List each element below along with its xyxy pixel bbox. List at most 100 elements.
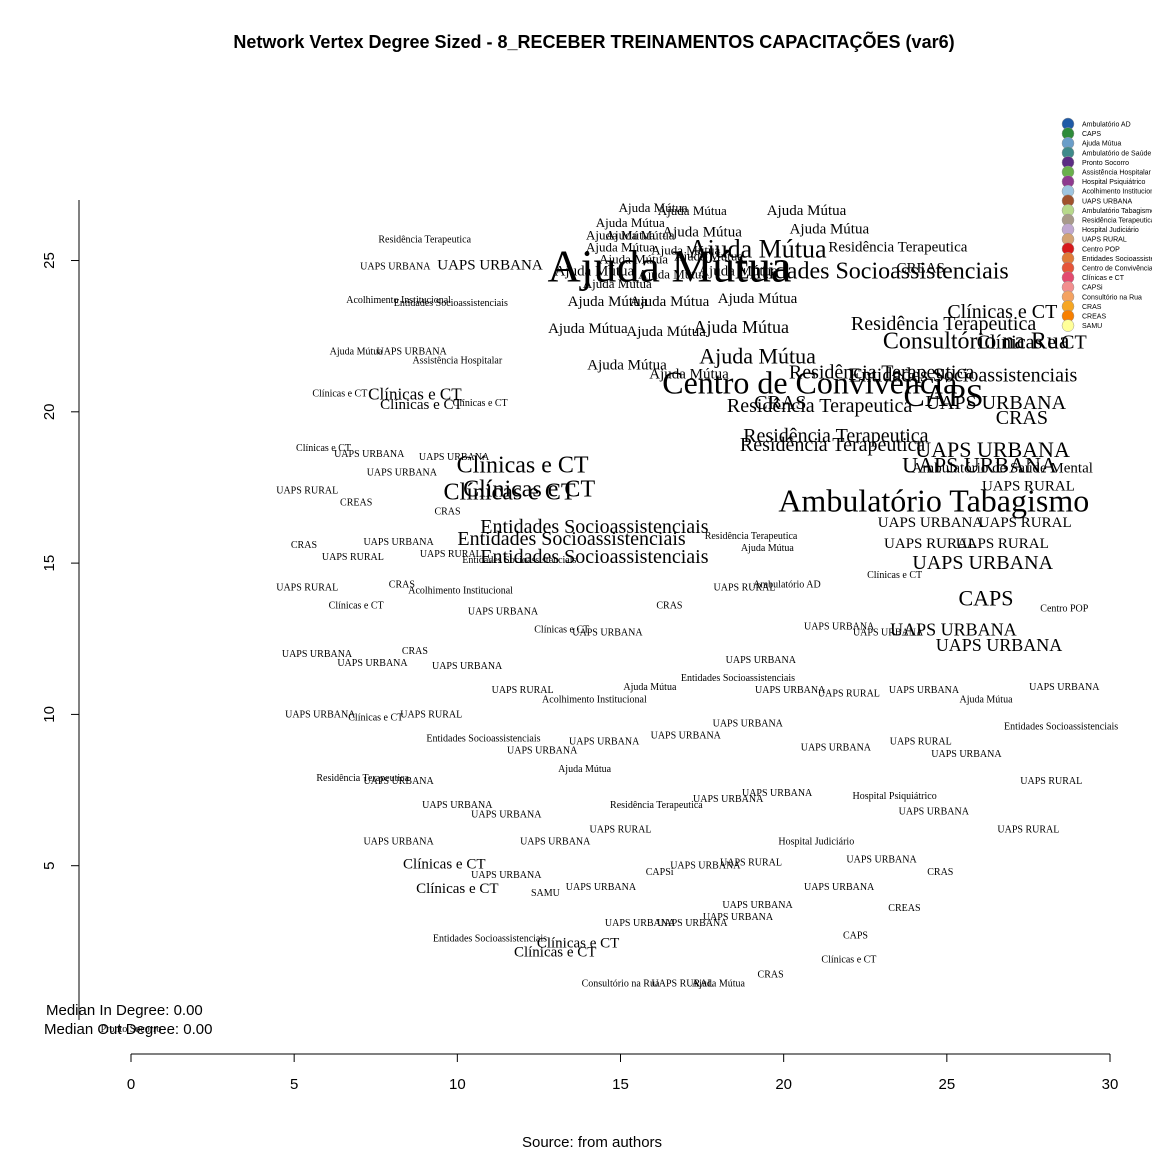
chart-title: Network Vertex Degree Sized - 8_RECEBER … <box>233 31 954 52</box>
vertex-label: Hospital Psiquiátrico <box>853 791 937 802</box>
y-tick-label: 5 <box>41 862 58 870</box>
y-tick-label: 15 <box>41 555 58 572</box>
vertex-label: Residência Terapeutica <box>789 362 974 384</box>
vertex-label: CRAS <box>402 646 428 657</box>
vertex-label: Clínicas e CT <box>348 712 403 723</box>
x-tick-label: 0 <box>127 1076 135 1093</box>
legend-swatch <box>1061 319 1075 332</box>
vertex-label: Ajuda Mútua <box>790 221 870 237</box>
vertex-label: UAPS URBANA <box>367 467 438 478</box>
y-tick-label: 20 <box>41 403 58 420</box>
vertex-label: Ajuda Mútua <box>599 252 668 267</box>
vertex-label: UAPS RURAL <box>322 552 384 563</box>
vertex-label: Entidades Socioassistenciais <box>480 516 709 538</box>
vertex-label: CRAS <box>434 507 460 518</box>
vertex-label: CREAS <box>340 498 372 509</box>
legend-label: Hospital Judiciário <box>1082 227 1139 234</box>
vertex-label: Entidades Socioassistenciais <box>480 546 709 568</box>
vertex-label: UAPS URBANA <box>507 746 578 757</box>
legend-label: CREAS <box>1082 314 1106 321</box>
vertex-label: UAPS RURAL <box>1020 776 1082 787</box>
vertex-label: Ajuda Mútua <box>623 682 677 693</box>
vertex-label: Ambulatório de Saúde Mental <box>912 460 1093 476</box>
vertex-label: UAPS URBANA <box>931 749 1002 760</box>
vertex-label: Ajuda Mútua <box>638 267 707 282</box>
legend-label: Pronto Socorro <box>1082 160 1129 167</box>
vertex-label: UAPS URBANA <box>432 661 503 672</box>
vertex-label: Acolhimento Institucional <box>542 694 647 705</box>
median-in-degree: Median In Degree: 0.00 <box>46 1002 203 1019</box>
vertex-label: Clínicas e CT <box>416 881 499 897</box>
vertex-label: UAPS RURAL <box>492 685 554 696</box>
vertex-label: Hospital Judiciário <box>778 837 854 848</box>
legend-label: Ambulatório Tabagismo <box>1082 208 1152 215</box>
vertex-label: Residência Terapeutica <box>828 239 967 255</box>
vertex-label: UAPS URBANA <box>853 628 924 639</box>
legend-label: Consultório na Rua <box>1082 294 1142 301</box>
vertex-label: UAPS RURAL <box>276 582 338 593</box>
vertex-label: Ambulatório Tabagismo <box>778 483 1089 519</box>
legend-label: Ambulatório AD <box>1082 122 1131 129</box>
vertex-label: CAPS <box>843 930 868 941</box>
vertex-label: CRAS <box>927 867 953 878</box>
median-out-degree: Median Out Degree: 0.00 <box>44 1021 212 1038</box>
vertex-label: Ajuda Mútua <box>649 367 729 383</box>
vertex-label: Ajuda Mútua <box>694 317 789 337</box>
legend-label: Ambulatório de Saúde Mental <box>1082 150 1152 157</box>
legend-label: Clínicas e CT <box>1082 275 1125 282</box>
vertex-label: UAPS URBANA <box>713 719 784 730</box>
legend-label: Centro POP <box>1082 246 1120 253</box>
legend-label: Entidades Socioassistenciais <box>1082 256 1152 263</box>
vertex-label: Ajuda Mútua <box>558 764 612 775</box>
vertex-label: Entidades Socioassistenciais <box>457 528 686 550</box>
vertex-label: Clínicas e CT <box>329 601 384 612</box>
vertex-label: Residência Terapeutica <box>743 425 928 447</box>
vertex-label: UAPS RURAL <box>400 709 462 720</box>
vertex-label: UAPS URBANA <box>878 515 984 531</box>
vertex-label: Entidades Socioassistenciais <box>433 933 547 944</box>
vertex-label: Ajuda Mútua <box>699 343 816 368</box>
vertex-label: UAPS URBANA <box>936 635 1063 655</box>
vertex-label: CRAS <box>758 970 784 981</box>
vertex-label: UAPS RURAL <box>982 478 1075 494</box>
vertex-label: UAPS URBANA <box>471 870 542 881</box>
vertex-label: UAPS URBANA <box>419 452 490 463</box>
vertex-label: UAPS URBANA <box>670 861 741 872</box>
y-tick-label: 10 <box>41 706 58 723</box>
vertex-label: UAPS URBANA <box>693 794 764 805</box>
x-tick-label: 20 <box>775 1076 792 1093</box>
vertex-label: CAPS <box>904 377 984 413</box>
vertex-label: Acolhimento Institucional <box>408 585 513 596</box>
vertex-label: UAPS RURAL <box>590 824 652 835</box>
vertex-label: Ajuda Mútua <box>619 200 688 215</box>
vertex-label: UAPS URBANA <box>468 607 539 618</box>
caption-source: Source: from authors <box>522 1134 662 1151</box>
vertex-label: Entidades Socioassistenciais <box>681 673 795 684</box>
vertex-label: UAPS URBANA <box>360 262 431 273</box>
vertex-label: Ajuda Mútua <box>568 294 648 310</box>
vertex-label: UAPS URBANA <box>804 622 875 633</box>
vertex-label: Ajuda Mútua <box>330 346 384 357</box>
vertex-label: UAPS URBANA <box>471 809 542 820</box>
vertex-label: Entidades Socioassistenciais <box>394 298 508 309</box>
vertex-label: UAPS URBANA <box>890 620 1017 640</box>
vertex-label: UAPS URBANA <box>376 346 447 357</box>
vertex-label: Consultório na Rua <box>883 328 1070 354</box>
vertex-label: UAPS URBANA <box>337 658 408 669</box>
vertex-label: UAPS URBANA <box>846 855 917 866</box>
vertex-label: Ajuda Mútua <box>674 249 743 264</box>
vertex-label: UAPS URBANA <box>742 788 813 799</box>
vertex-label: UAPS URBANA <box>912 552 1053 574</box>
vertex-label: UAPS RURAL <box>652 979 714 990</box>
vertex-label: Residência Terapeutica <box>705 531 798 542</box>
vertex-label: Ajuda Mútua <box>583 276 652 291</box>
vertex-label: Clínicas e CT <box>534 625 589 636</box>
y-axis: 5 10 15 20 25 <box>41 200 80 1020</box>
vertex-label: Ajuda Mútua <box>651 242 720 257</box>
vertex-label: UAPS RURAL <box>997 824 1059 835</box>
vertex-label: Clínicas e CT <box>514 944 597 960</box>
x-tick-label: 10 <box>449 1076 466 1093</box>
y-tick-label: 25 <box>41 252 58 269</box>
vertex-label: UAPS RURAL <box>956 536 1049 552</box>
vertex-label: Clínicas e CT <box>312 389 367 400</box>
